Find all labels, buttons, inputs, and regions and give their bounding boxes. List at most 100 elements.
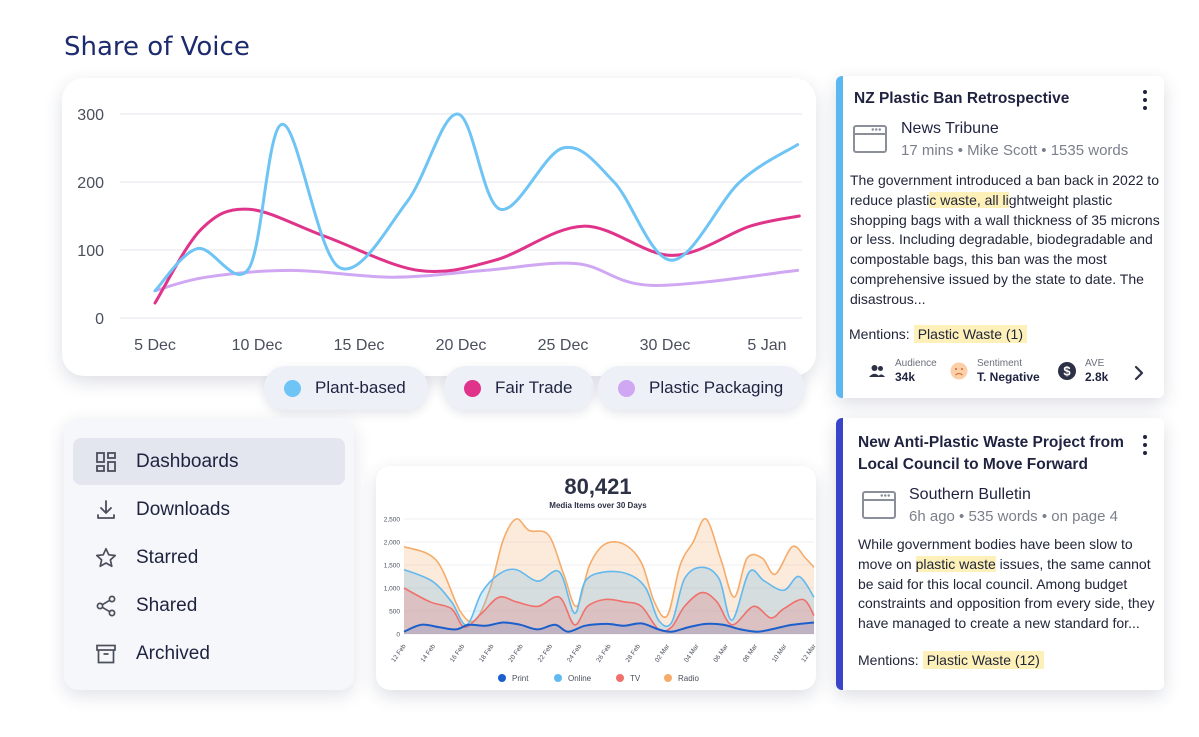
nav-label: Downloads xyxy=(136,498,230,520)
x-tick-label: 06 Mar xyxy=(712,642,730,663)
svg-text:$: $ xyxy=(1063,364,1071,379)
ave-value: 2.8k xyxy=(1085,370,1109,384)
x-tick-label: 28 Feb xyxy=(625,643,643,664)
x-tick-label: 16 Feb xyxy=(449,643,467,664)
publication-icon xyxy=(853,125,887,153)
x-tick-label: 02 Mar xyxy=(654,642,672,663)
nav-label: Dashboards xyxy=(136,450,239,472)
legend-dot-fair-trade xyxy=(464,379,481,397)
series-line-fair-trade xyxy=(153,207,801,305)
y-tick-label: 2,500 xyxy=(384,517,401,524)
mention-tag[interactable]: Plastic Waste (1) xyxy=(913,325,1027,343)
more-options-icon[interactable] xyxy=(1142,435,1148,455)
nav-item-shared[interactable]: Shared xyxy=(73,582,345,629)
share-icon xyxy=(96,595,116,616)
legend-label: Plant-based xyxy=(315,378,406,397)
y-tick-label: 0 xyxy=(396,632,400,639)
y-tick-label: 300 xyxy=(77,107,104,124)
legend-dot-plastic-packaging xyxy=(618,379,635,397)
nav-item-dashboards[interactable]: Dashboards xyxy=(73,438,345,485)
y-tick-label: 1,500 xyxy=(384,563,401,570)
article-card[interactable]: New Anti-Plastic Waste Project from Loca… xyxy=(836,418,1164,690)
x-tick-label: 5 Jan xyxy=(747,337,786,354)
article-source[interactable]: Southern Bulletin xyxy=(909,486,1031,503)
y-tick-label: 200 xyxy=(77,175,104,192)
x-tick-label: 26 Feb xyxy=(595,643,613,664)
x-tick-label: 20 Feb xyxy=(507,643,525,664)
body-highlight: plastic waste xyxy=(915,555,996,572)
series-line-print xyxy=(403,621,815,633)
legend-label-radio: Radio xyxy=(678,674,699,683)
audience-value: 34k xyxy=(895,370,916,384)
mentions: Mentions: Plastic Waste (1) xyxy=(849,325,1027,343)
sentiment-stat: Sentiment T. Negative xyxy=(949,358,1040,384)
x-tick-label: 12 Feb xyxy=(390,643,408,664)
nav-item-archived[interactable]: Archived xyxy=(73,630,345,677)
series-area-radio xyxy=(404,518,814,634)
legend-dot-online xyxy=(554,674,562,682)
more-options-icon[interactable] xyxy=(1142,90,1148,110)
y-tick-label: 0 xyxy=(95,311,104,328)
x-tick-label: 22 Feb xyxy=(537,643,555,664)
audience-stat: Audience 34k xyxy=(867,358,937,384)
ave-label: AVE xyxy=(1085,358,1105,369)
media-items-svg: 80,421 Media Items over 30 Days Print On… xyxy=(384,474,818,683)
article-body: While government bodies have been slow t… xyxy=(858,535,1158,634)
x-tick-label: 25 Dec xyxy=(538,337,589,354)
body-text: While government bodies have been slow t… xyxy=(858,536,1133,572)
article-source[interactable]: News Tribune xyxy=(901,120,999,137)
x-tick-label: 30 Dec xyxy=(640,337,691,354)
body-highlight: c waste, all li xyxy=(929,191,1009,208)
archive-icon xyxy=(96,644,116,663)
x-tick-label: 24 Feb xyxy=(566,643,584,664)
x-tick-label: 08 Mar xyxy=(742,642,760,663)
nav-item-starred[interactable]: Starred xyxy=(73,534,345,581)
navigation-menu: Dashboards Downloads Starred Shared Arch… xyxy=(64,418,354,690)
article-title[interactable]: NZ Plastic Ban Retrospective xyxy=(854,90,1070,107)
page-title: Share of Voice xyxy=(64,32,250,62)
x-tick-label: 04 Mar xyxy=(683,642,701,663)
legend-plastic-packaging[interactable]: Plastic Packaging xyxy=(598,366,806,410)
body-text: The government introduced a ban back in … xyxy=(850,172,1159,208)
media-subtitle: Media Items over 30 Days xyxy=(549,501,647,510)
nav-label: Shared xyxy=(136,594,198,616)
article-card[interactable]: NZ Plastic Ban Retrospective News Tribun… xyxy=(836,76,1164,398)
publication-icon xyxy=(862,491,896,519)
x-tick-label: 14 Feb xyxy=(420,643,438,664)
series-area-print xyxy=(404,622,814,634)
download-icon xyxy=(97,499,115,519)
legend-label-print: Print xyxy=(512,674,529,683)
series-line-online xyxy=(403,566,815,628)
mentions-label: Mentions: xyxy=(858,652,919,668)
nav-label: Archived xyxy=(136,642,210,664)
mentions: Mentions: Plastic Waste (12) xyxy=(858,651,1044,669)
ave-stat: $ AVE 2.8k xyxy=(1057,358,1108,384)
article-stats: Audience 34k Sentiment T. Negative $ AVE 2.… xyxy=(867,358,1154,388)
article-title[interactable]: New Anti-Plastic Waste Project from Loca… xyxy=(858,434,1124,473)
legend-dot-tv xyxy=(616,674,624,682)
x-tick-label: 10 Dec xyxy=(232,337,283,354)
series-line-plant-based xyxy=(153,112,800,293)
article-meta: 17 mins • Mike Scott • 1535 words xyxy=(901,142,1129,159)
series-line-radio xyxy=(403,517,815,623)
audience-icon xyxy=(869,365,885,377)
x-tick-label: 20 Dec xyxy=(436,337,487,354)
y-tick-label: 100 xyxy=(77,243,104,260)
x-tick-label: 12 Mar xyxy=(800,642,816,663)
legend-label-online: Online xyxy=(568,674,592,683)
chevron-right-icon[interactable] xyxy=(1132,364,1146,382)
legend-label: Plastic Packaging xyxy=(649,378,784,397)
x-tick-label: 5 Dec xyxy=(134,337,176,354)
legend-label: Fair Trade xyxy=(495,378,573,397)
legend-label-tv: TV xyxy=(630,674,641,683)
legend-plant-based[interactable]: Plant-based xyxy=(264,366,428,410)
x-tick-label: 15 Dec xyxy=(334,337,385,354)
legend-fair-trade[interactable]: Fair Trade xyxy=(444,366,595,410)
media-legend: Print Online TV Radio xyxy=(498,674,699,683)
nav-item-downloads[interactable]: Downloads xyxy=(73,486,345,533)
y-tick-label: 500 xyxy=(389,609,400,616)
dollar-icon: $ xyxy=(1058,362,1076,380)
mention-tag[interactable]: Plastic Waste (12) xyxy=(922,651,1044,669)
share-of-voice-chart: 0 100 200 300 5 Dec 10 Dec 15 Dec 20 Dec 25 Dec 3… xyxy=(62,78,816,376)
share-of-voice-svg: 0 100 200 300 5 Dec 10 Dec 15 Dec 20 Dec 25 Dec 3… xyxy=(77,107,802,354)
